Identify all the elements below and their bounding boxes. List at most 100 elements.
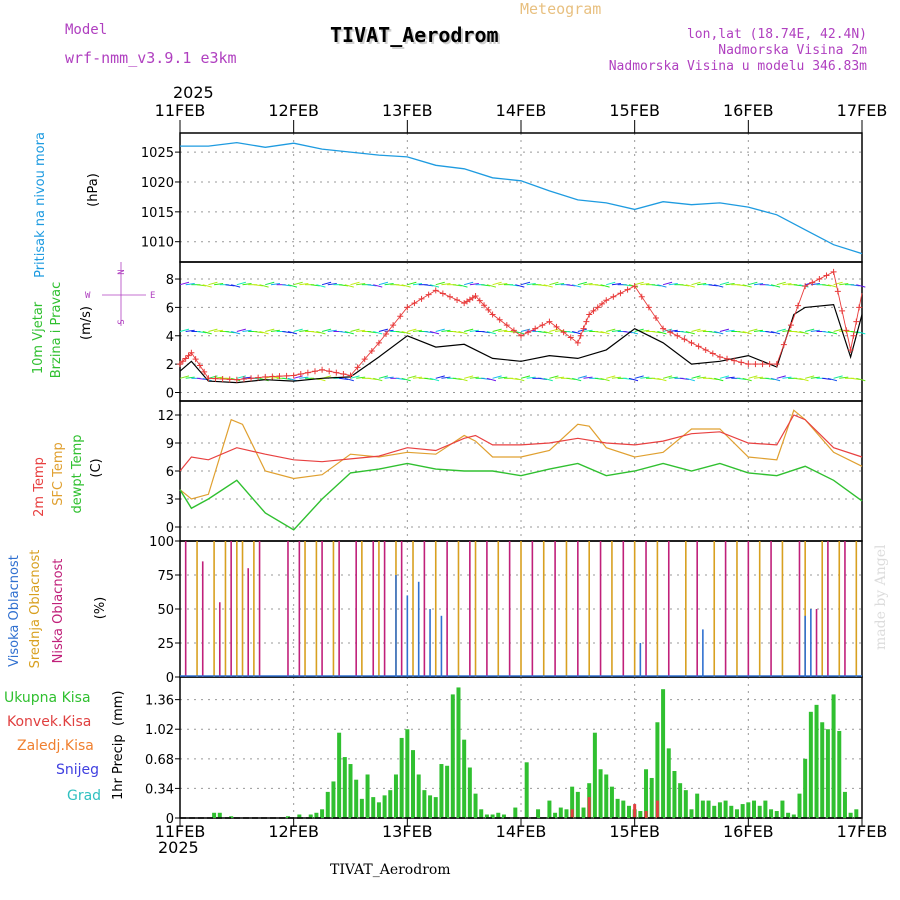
- wind-arrow: [316, 331, 326, 335]
- wind-arrow: [810, 329, 820, 332]
- convective-bar: [655, 800, 659, 818]
- ytick-label: 1020: [141, 176, 174, 191]
- wind-arrow: [231, 284, 241, 288]
- gust-marker: [688, 339, 695, 346]
- gust-marker: [361, 356, 368, 363]
- precip-bar: [661, 689, 666, 818]
- chart-type-label: Meteogram: [520, 0, 601, 18]
- precip-bar: [496, 812, 501, 818]
- xtick-label-top: 12FEB: [268, 101, 319, 120]
- gust-marker: [850, 332, 857, 339]
- precip-bar: [320, 809, 325, 818]
- precip-bar: [547, 800, 552, 818]
- wind-arrow: [628, 377, 639, 382]
- pressure-unit: (hPa): [86, 173, 101, 207]
- wind-arrow: [833, 281, 843, 286]
- compass-south: S: [117, 319, 127, 324]
- precip-bar: [769, 809, 774, 818]
- wind-arrow: [401, 284, 411, 288]
- model-name: wrf-nmm_v3.9.1 e3km: [65, 49, 237, 67]
- xtick-label-bottom: 15FEB: [609, 822, 660, 841]
- precip-bar: [712, 805, 717, 818]
- gust-marker: [304, 369, 311, 376]
- wind-arrow: [555, 376, 565, 379]
- wind-arrow: [350, 375, 360, 379]
- gust-marker: [489, 311, 496, 318]
- precip-bar: [729, 805, 734, 818]
- precip-bar: [666, 748, 671, 818]
- wind-arrow: [492, 375, 502, 379]
- wind-arrow: [600, 377, 610, 382]
- wind-arrow: [520, 375, 531, 379]
- wind-arrow: [469, 376, 479, 379]
- precip-bar: [456, 687, 461, 818]
- precip-bar: [831, 694, 836, 818]
- ytick-label: 1.02: [145, 723, 174, 738]
- ytick-label: 6: [166, 301, 174, 316]
- wind-arrow: [458, 331, 468, 335]
- precip-bar: [808, 711, 813, 818]
- gust-marker: [219, 376, 226, 383]
- gust-marker: [425, 291, 432, 298]
- wind-arrow: [407, 375, 417, 379]
- wind-arrow: [685, 284, 695, 288]
- wind-arrow: [691, 375, 701, 379]
- gust-marker: [631, 283, 638, 290]
- wind-arrow: [384, 376, 394, 379]
- wind-arrow: [662, 375, 673, 379]
- precip-bar: [433, 797, 438, 818]
- wind-arrow: [714, 284, 724, 288]
- precip-ylabel: 1hr Precip: [111, 734, 126, 800]
- gust-marker: [752, 361, 759, 368]
- gust-marker: [816, 276, 823, 283]
- wind-arrow: [583, 329, 593, 332]
- wind-arrow: [805, 328, 815, 332]
- wind-arrow: [770, 377, 781, 382]
- precip-bar: [621, 800, 626, 818]
- wind-arrow: [356, 376, 366, 379]
- ytick-label: 1010: [141, 236, 174, 251]
- convective-bar: [587, 797, 591, 818]
- gust-marker: [454, 296, 461, 303]
- convective-bar: [570, 809, 574, 818]
- wind-arrow: [657, 284, 667, 288]
- wind-arrow: [412, 329, 423, 332]
- cloud-ylabel-1: Visoka Oblacnost: [7, 555, 22, 667]
- wind-arrow: [719, 281, 730, 286]
- precip-bar: [297, 814, 302, 818]
- wind-arrow: [299, 329, 309, 332]
- wind-arrow: [458, 377, 468, 382]
- coords: lon,lat (18.74E, 42.4N): [687, 27, 867, 42]
- wind-arrow: [185, 376, 195, 379]
- precip-bar: [723, 800, 728, 818]
- xtick-label-top: 15FEB: [609, 101, 660, 120]
- wind-arrow: [356, 329, 366, 332]
- gust-marker: [590, 307, 597, 314]
- gust-marker: [319, 366, 326, 373]
- cloud-ylabel-2: Srednja Oblacnost: [28, 550, 43, 669]
- wind-arrow: [577, 328, 587, 332]
- ytick-label: 0: [166, 521, 174, 536]
- wind-arrow: [293, 328, 303, 332]
- wind-arrow: [549, 375, 559, 379]
- gust-marker: [853, 318, 860, 325]
- gust-marker: [397, 313, 404, 320]
- wind-arrow: [316, 284, 326, 288]
- wind-ylabel-2: Brzina i Pravac: [49, 282, 64, 379]
- ytick-label: 8: [166, 273, 174, 288]
- wind-arrow: [344, 331, 354, 335]
- temp-ylabel-3: dewpt Temp: [70, 434, 85, 513]
- gust-marker: [638, 293, 645, 300]
- wind-arrow: [668, 376, 678, 379]
- precip-bar: [473, 793, 478, 818]
- wind-arrow: [549, 281, 559, 286]
- wind-arrow: [583, 282, 593, 286]
- wind-arrow: [270, 282, 280, 286]
- wind-arrow: [685, 331, 695, 335]
- precip-bar: [780, 800, 785, 818]
- precip-bar: [814, 704, 819, 818]
- precip-bar: [854, 809, 859, 818]
- wind-arrow: [770, 284, 781, 288]
- wind-arrow: [492, 328, 502, 332]
- wind-arrow: [782, 329, 792, 332]
